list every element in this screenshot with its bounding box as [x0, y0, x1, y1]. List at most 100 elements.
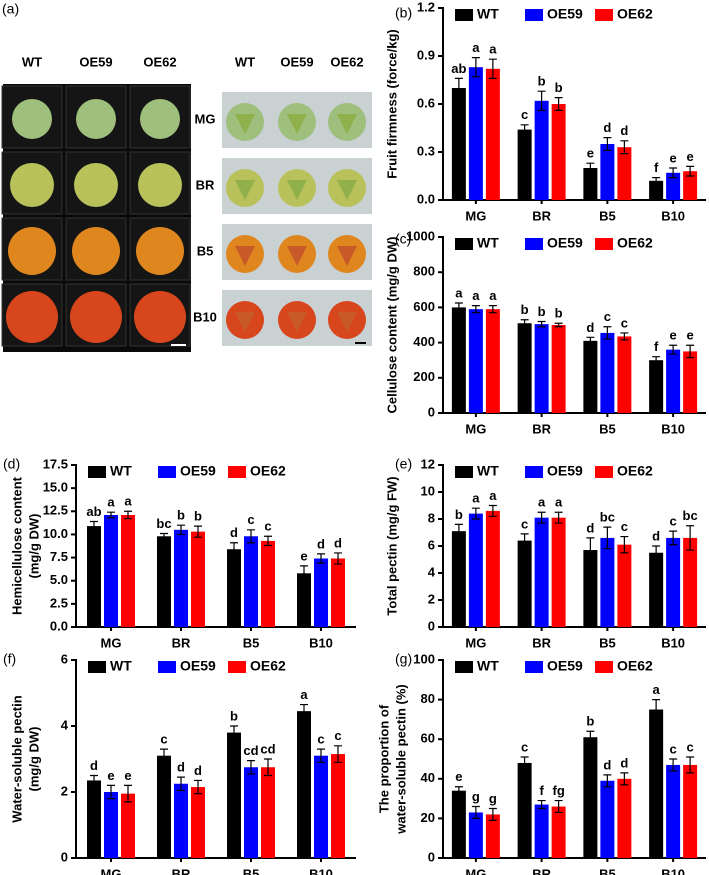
bar	[583, 737, 598, 858]
significance-letter: ab	[86, 504, 101, 519]
significance-letter: a	[489, 288, 497, 303]
significance-letter: b	[538, 74, 546, 89]
x-tick-label: BR	[532, 635, 551, 650]
significance-letter: c	[160, 732, 167, 747]
error-bar	[686, 165, 695, 177]
legend-swatch	[595, 238, 613, 250]
error-bar	[454, 523, 463, 539]
legend-label: OE62	[250, 658, 286, 674]
legend-swatch	[158, 661, 176, 673]
error-bar	[124, 510, 132, 520]
significance-letter: ab	[451, 61, 466, 76]
y-axis-label: water-soluble pectin (%)	[393, 684, 408, 835]
bar	[244, 536, 258, 627]
error-bar	[586, 730, 595, 744]
x-tick-label: B10	[661, 421, 685, 436]
bar	[104, 792, 118, 858]
y-tick-label: 60	[421, 731, 435, 746]
y-tick-label: 10.0	[43, 526, 68, 541]
legend-label: OE62	[250, 463, 286, 479]
error-bar	[471, 305, 480, 314]
bar	[617, 778, 632, 858]
bar	[297, 573, 311, 627]
y-axis-label: Water-soluble pectin	[9, 695, 24, 822]
y-tick-label: 12.5	[43, 503, 68, 518]
bar	[649, 709, 664, 858]
bar	[331, 558, 345, 627]
error-bar	[652, 177, 661, 185]
significance-letter: a	[489, 42, 497, 57]
bar	[121, 514, 135, 627]
y-tick-label: 6	[61, 651, 68, 666]
significance-letter: a	[653, 682, 661, 697]
legend-swatch	[595, 661, 613, 673]
significance-letter: b	[538, 304, 546, 319]
bar	[261, 540, 275, 627]
error-bar	[90, 520, 98, 532]
bar	[451, 790, 466, 858]
error-bar	[620, 140, 629, 155]
significance-letter: c	[621, 315, 628, 330]
significance-letter: a	[455, 285, 463, 300]
bar	[468, 309, 483, 413]
bar	[666, 349, 681, 413]
bar	[227, 549, 241, 627]
significance-letter: bc	[683, 508, 698, 523]
y-tick-label: 200	[413, 369, 435, 384]
significance-letter: a	[472, 288, 480, 303]
error-bar	[454, 77, 463, 99]
bar	[617, 147, 632, 200]
error-bar	[652, 699, 661, 720]
error-bar	[652, 356, 661, 365]
bar	[551, 325, 566, 413]
error-bar	[686, 344, 695, 359]
significance-letter: cd	[260, 741, 275, 756]
y-tick-label: 0.0	[417, 191, 435, 206]
bar	[468, 812, 483, 858]
significance-letter: d	[230, 525, 238, 540]
bar	[468, 67, 483, 200]
y-axis-label: Hemicellulose content	[9, 476, 24, 615]
bar	[121, 793, 135, 858]
error-bar	[300, 565, 308, 582]
bar	[517, 762, 532, 858]
bar	[649, 360, 664, 413]
error-bar	[334, 745, 342, 763]
bar	[485, 814, 500, 858]
error-bar	[300, 703, 308, 719]
y-tick-label: 0.3	[417, 143, 435, 158]
significance-letter: c	[687, 739, 694, 754]
bar	[485, 510, 500, 627]
y-tick-label: 4	[61, 717, 69, 732]
bar	[157, 536, 171, 627]
bar	[451, 531, 466, 627]
x-tick-label: BR	[532, 866, 551, 875]
tomato	[70, 291, 122, 343]
error-bar	[160, 748, 168, 763]
bar	[617, 544, 632, 627]
tomato-section	[287, 114, 307, 134]
bar	[649, 552, 664, 627]
x-tick-label: BR	[532, 208, 551, 223]
significance-letter: d	[603, 757, 611, 772]
bar	[191, 531, 205, 627]
error-bar	[586, 336, 595, 345]
x-tick-label: BR	[532, 421, 551, 436]
tomato	[6, 291, 58, 343]
tomato	[76, 99, 116, 139]
tomato	[10, 163, 54, 207]
tomato-section	[337, 114, 357, 134]
tomato-section	[235, 114, 255, 134]
error-bar	[488, 504, 497, 517]
legend-swatch	[228, 466, 246, 478]
error-bar	[471, 805, 480, 819]
significance-letter: f	[654, 160, 659, 175]
bar	[583, 168, 598, 200]
error-bar	[107, 784, 115, 800]
error-bar	[520, 124, 529, 135]
significance-letter: e	[670, 328, 677, 343]
x-tick-label: B10	[309, 635, 333, 650]
legend-swatch	[455, 238, 473, 250]
legend-label: OE59	[180, 658, 216, 674]
